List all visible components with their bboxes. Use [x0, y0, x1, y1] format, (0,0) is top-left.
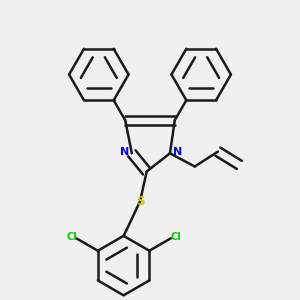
Text: N: N	[172, 147, 182, 157]
Text: Cl: Cl	[170, 232, 181, 242]
Text: S: S	[136, 195, 144, 208]
Text: Cl: Cl	[66, 232, 77, 242]
Text: N: N	[120, 147, 129, 157]
